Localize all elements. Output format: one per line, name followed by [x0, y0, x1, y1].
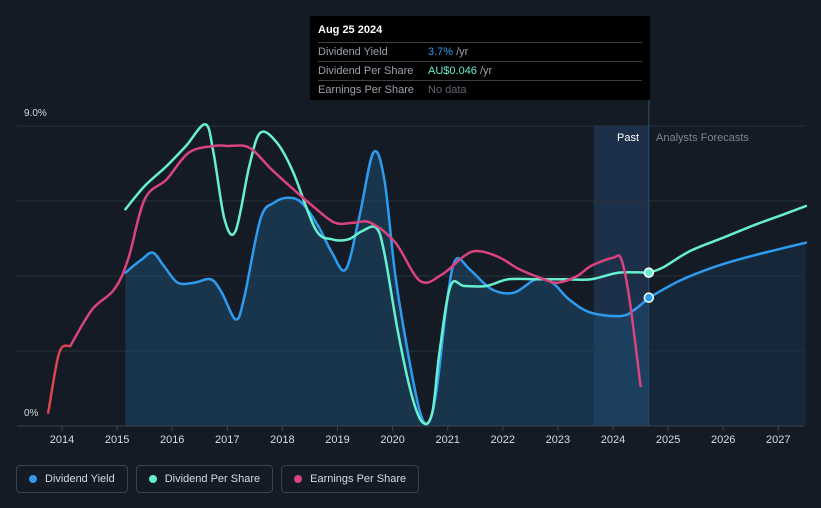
series-lines	[46, 123, 808, 426]
markers	[643, 267, 655, 303]
x-tick-label: 2025	[656, 434, 680, 446]
x-tick-label: 2019	[325, 434, 349, 446]
analysts-forecasts-label: Analysts Forecasts	[656, 132, 749, 144]
legend-item-dividend-yield[interactable]: Dividend Yield	[16, 465, 128, 493]
dividend-per-share-dot-icon	[148, 475, 157, 483]
dividend-yield-marker	[643, 292, 655, 303]
tooltip-date: Aug 25 2024	[318, 16, 642, 43]
legend-item-earnings-per-share[interactable]: Earnings Per Share	[281, 465, 420, 493]
tooltip-row-earnings-per-share: Earnings Per Share No data	[318, 81, 642, 99]
dividend-per-share-line	[124, 123, 651, 426]
tooltip-value: AU$0.046	[428, 65, 477, 77]
tooltip-label: Earnings Per Share	[318, 84, 414, 96]
tooltip-value: 3.7%	[428, 46, 454, 58]
x-tick-label: 2026	[711, 434, 735, 446]
dividend-yield-forecast-area	[648, 242, 806, 426]
x-tick-label: 2023	[546, 434, 570, 446]
earnings-per-share-dot-icon	[294, 475, 303, 483]
x-tick-label: 2014	[50, 434, 74, 446]
tooltip-row-dividend-yield: Dividend Yield 3.7% /yr	[318, 43, 642, 62]
x-tick-label: 2016	[160, 434, 184, 446]
dividend-per-share-marker	[643, 267, 655, 278]
x-tick-label: 2020	[380, 434, 404, 446]
y-tick-label-bottom: 0%	[24, 408, 39, 419]
earnings-per-share-early-line	[46, 344, 72, 414]
legend-label: Earnings Per Share	[310, 473, 407, 485]
legend: Dividend Yield Dividend Per Share Earnin…	[16, 465, 420, 493]
legend-item-dividend-per-share[interactable]: Dividend Per Share	[135, 465, 274, 493]
x-tick-label: 2015	[105, 434, 129, 446]
y-tick-label-top: 9.0%	[24, 108, 47, 119]
tooltip-row-dividend-per-share: Dividend Per Share AU$0.046 /yr	[318, 62, 642, 81]
x-tick-label: 2022	[491, 434, 515, 446]
tooltip-label: Dividend Per Share	[318, 65, 414, 77]
x-tick-label: 2021	[435, 434, 459, 446]
x-tick-label: 2024	[601, 434, 625, 446]
tooltip-unit: /yr	[456, 46, 469, 58]
legend-label: Dividend Yield	[45, 473, 115, 485]
dividend-yield-forecast-line	[647, 241, 808, 299]
dividend-per-share-forecast-line	[647, 204, 808, 274]
tooltip-unit: /yr	[479, 65, 493, 77]
dividend-yield-dot-icon	[29, 475, 37, 483]
dividend-yield-area	[125, 151, 649, 426]
tooltip: Aug 25 2024 Dividend Yield 3.7% /yr Divi…	[310, 16, 650, 100]
x-tick-label: 2017	[215, 434, 239, 446]
past-label: Past	[617, 132, 640, 144]
tooltip-value: No data	[428, 84, 467, 96]
x-tick-label: 2018	[270, 434, 294, 446]
earnings-per-share-line	[69, 144, 642, 388]
x-tick-label: 2027	[766, 434, 790, 446]
legend-label: Dividend Per Share	[164, 473, 261, 485]
x-axis-ticks: 2014 2015 2016 2017 2018 2019 2020 2021 2022 2023…	[50, 426, 791, 446]
tooltip-label: Dividend Yield	[318, 46, 388, 58]
